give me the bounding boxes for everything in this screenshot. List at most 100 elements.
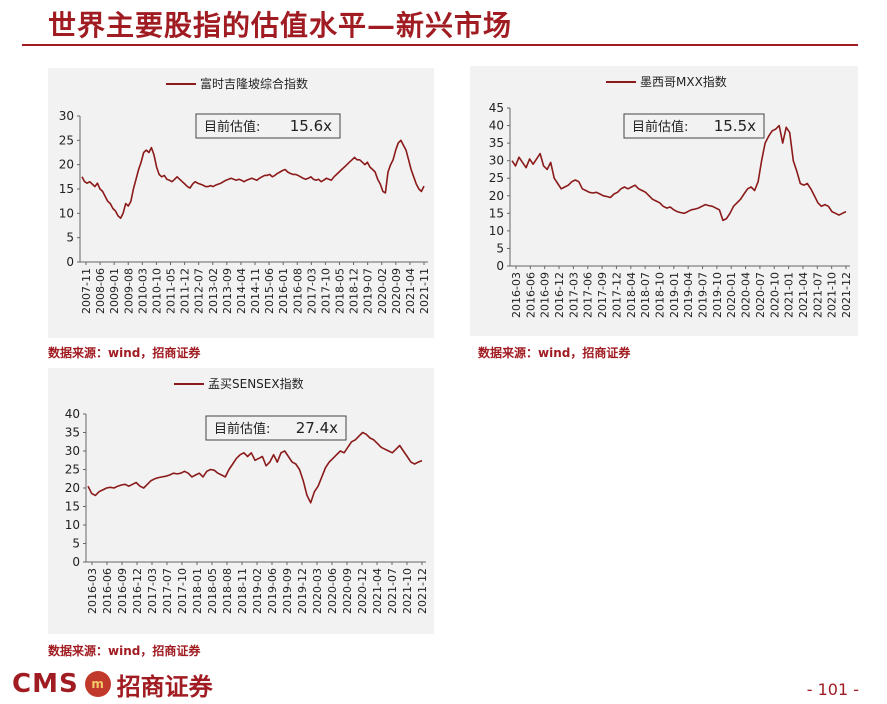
x-tick-label: 2021-11: [418, 268, 431, 314]
cms-logo: CMS m 招商证券: [12, 668, 213, 701]
chart-source-mxx: 数据来源：wind，招商证券: [478, 346, 631, 360]
y-tick-label: 30: [59, 109, 74, 123]
chart-panel-sensex: 孟买SENSEX指数 0 5 10 15 20 25 30 35 40 2016-03 2016-06…: [48, 368, 434, 634]
x-tick-label: 2016-01: [277, 268, 290, 314]
chart-panel-mxx: 墨西哥MXX指数 0 5 10 15 20 25 30 35 40 45 2016-03 2016-06…: [470, 66, 858, 336]
y-tick-label: 35: [65, 426, 80, 440]
x-tick-label: 2017-12: [610, 272, 623, 318]
annotation-value: 15.6x: [290, 117, 332, 135]
y-tick-label: 40: [489, 119, 504, 133]
x-tick-label: 2019-09: [281, 568, 294, 614]
x-tick-label: 2017-09: [596, 272, 609, 318]
x-tick-label: 2020-02: [376, 268, 389, 314]
x-tick-label: 2021-10: [401, 568, 414, 614]
y-tick-label: 10: [489, 224, 504, 238]
chart-title: 富时吉隆坡综合指数: [200, 76, 308, 91]
x-tick-label: 2018-11: [236, 568, 249, 614]
x-tick-label: 2021-07: [811, 272, 824, 318]
x-tick-label: 2021-12: [840, 272, 853, 318]
x-tick-label: 2017-06: [582, 272, 595, 318]
x-tick-label: 2016-12: [553, 272, 566, 318]
x-tick-label: 2018-07: [639, 272, 652, 318]
y-tick-label: 0: [66, 255, 74, 269]
y-tick-label: 15: [65, 500, 80, 514]
x-tick-label: 2018-10: [653, 272, 666, 318]
annotation-label: 目前估值:: [204, 119, 260, 135]
chart-source-sensex: 数据来源：wind，招商证券: [48, 644, 201, 658]
x-tick-label: 2018-08: [221, 568, 234, 614]
x-tick-label: 2021-10: [826, 272, 839, 318]
x-tick-label: 2016-09: [116, 568, 129, 614]
y-tick-label: 10: [59, 206, 74, 220]
y-tick-label: 25: [65, 463, 80, 477]
logo-badge-icon: m: [84, 671, 111, 697]
x-tick-label: 2016-08: [291, 268, 304, 314]
annotation-label: 目前估值:: [632, 119, 688, 135]
x-tick-label: 2016-12: [131, 568, 144, 614]
y-tick-label: 20: [489, 189, 504, 203]
y-tick-label: 0: [72, 555, 80, 569]
x-tick-label: 2020-12: [356, 568, 369, 614]
x-tick-label: 2019-02: [251, 568, 264, 614]
x-tick-label: 2019-06: [266, 568, 279, 614]
annotation-value: 27.4x: [296, 419, 338, 437]
annotation-box: [195, 113, 341, 139]
y-tick-label: 5: [66, 231, 74, 245]
x-tick-label: 2014-11: [249, 268, 262, 314]
y-tick-label: 25: [59, 133, 74, 147]
title-divider: [22, 44, 858, 46]
x-tick-label: 2016-03: [510, 272, 523, 318]
x-tick-label: 2020-03: [311, 568, 324, 614]
x-tick-label: 2016-03: [86, 568, 99, 614]
x-tick-label: 2018-12: [348, 268, 361, 314]
annotation-label: 目前估值:: [214, 421, 270, 437]
x-tick-label: 2019-12: [296, 568, 309, 614]
x-tick-label: 2020-09: [390, 268, 403, 314]
y-tick-label: 5: [72, 537, 80, 551]
x-tick-label: 2010-03: [136, 268, 149, 314]
x-tick-label: 2020-06: [326, 568, 339, 614]
x-tick-label: 2020-09: [341, 568, 354, 614]
x-tick-label: 2020-01: [725, 272, 738, 318]
y-tick-label: 20: [59, 158, 74, 172]
logo-badge-text: m: [91, 677, 104, 691]
y-tick-label: 35: [489, 136, 504, 150]
x-tick-label: 2019-07: [697, 272, 710, 318]
x-tick-label: 2017-10: [319, 268, 332, 314]
y-tick-label: 45: [489, 101, 504, 115]
x-tick-label: 2011-05: [165, 268, 178, 314]
x-tick-label: 2019-07: [362, 268, 375, 314]
x-tick-label: 2013-09: [221, 268, 234, 314]
x-tick-label: 2008-06: [94, 268, 107, 314]
annotation-box: [205, 415, 347, 441]
x-tick-label: 2021-01: [783, 272, 796, 318]
x-tick-label: 2018-04: [625, 272, 638, 318]
x-tick-label: 2016-09: [539, 272, 552, 318]
chart-source-klci: 数据来源：wind，招商证券: [48, 346, 201, 360]
x-tick-label: 2020-10: [768, 272, 781, 318]
valuation-annotation: 目前估值: 15.6x: [195, 113, 341, 139]
y-tick-label: 15: [489, 206, 504, 220]
x-tick-label: 2016-06: [524, 272, 537, 318]
x-tick-label: 2019-01: [668, 272, 681, 318]
logo-latin: CMS: [12, 669, 79, 699]
x-tick-label: 2009-08: [122, 268, 135, 314]
y-tick-label: 30: [489, 154, 504, 168]
y-tick-label: 10: [65, 518, 80, 532]
y-tick-label: 15: [59, 182, 74, 196]
x-tick-label: 2017-03: [146, 568, 159, 614]
x-tick-label: 2018-01: [191, 568, 204, 614]
x-tick-label: 2020-07: [754, 272, 767, 318]
series-line: [511, 124, 847, 222]
x-tick-label: 2016-06: [101, 568, 114, 614]
x-tick-label: 2019-04: [682, 272, 695, 318]
series-line: [87, 431, 423, 504]
chart-panel-klci: 富时吉隆坡综合指数 0 5 10 15 20 25 30 2007-11 2008-06 2009-…: [48, 68, 434, 338]
valuation-annotation: 目前估值: 15.5x: [623, 113, 765, 139]
x-tick-label: 2012-07: [193, 268, 206, 314]
valuation-annotation: 目前估值: 27.4x: [205, 415, 347, 441]
annotation-value: 15.5x: [714, 117, 756, 135]
page-title: 世界主要股指的估值水平—新兴市场: [48, 9, 513, 42]
x-tick-label: 2021-04: [797, 272, 810, 318]
y-tick-label: 30: [65, 444, 80, 458]
